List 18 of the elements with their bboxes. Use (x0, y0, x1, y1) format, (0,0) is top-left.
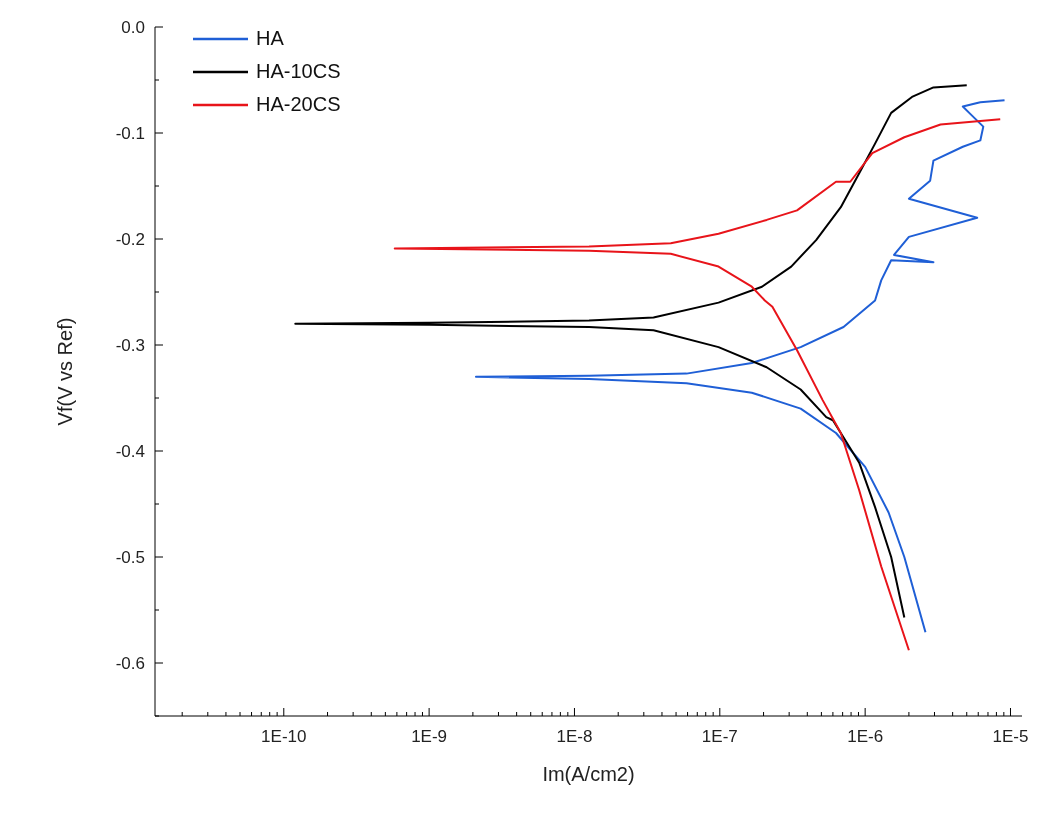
x-tick-label: 1E-7 (701, 727, 738, 746)
legend-label: HA-20CS (256, 93, 341, 116)
y-tick-label: -0.4 (115, 442, 145, 461)
x-tick-label: 1E-9 (411, 727, 448, 746)
y-tick-label: 0.0 (121, 18, 145, 37)
x-tick-label: 1E-8 (556, 727, 593, 746)
legend-label: HA (256, 27, 284, 50)
x-tick-label: 1E-6 (847, 727, 884, 746)
y-tick-label: -0.1 (115, 124, 145, 143)
x-axis-title: Im(A/cm2) (542, 763, 635, 785)
y-tick-label: -0.2 (115, 230, 145, 249)
y-tick-label: -0.5 (115, 548, 145, 567)
y-axis-title: Vf(V vs Ref) (54, 317, 77, 426)
y-tick-label: -0.6 (115, 654, 145, 673)
x-tick-label: 1E-5 (992, 727, 1029, 746)
legend-label: HA-10CS (256, 60, 341, 83)
x-tick-label: 1E-10 (261, 727, 307, 746)
y-tick-label: -0.3 (115, 336, 145, 355)
